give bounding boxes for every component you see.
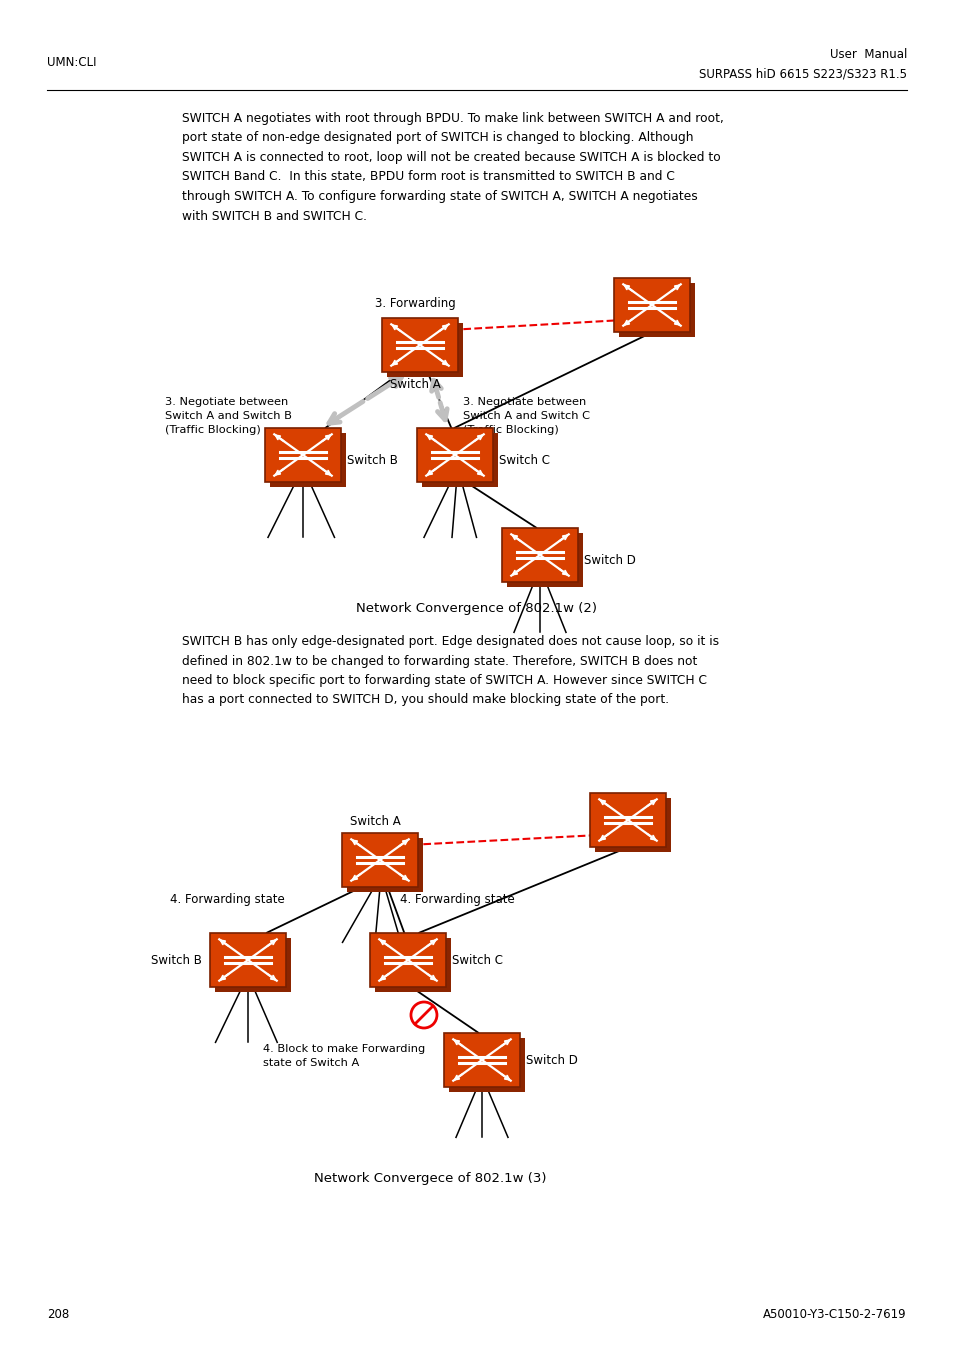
Text: Switch B: Switch B (347, 454, 397, 467)
Text: defined in 802.1w to be changed to forwarding state. Therefore, SWITCH B does no: defined in 802.1w to be changed to forwa… (182, 655, 697, 667)
Text: A50010-Y3-C150-2-7619: A50010-Y3-C150-2-7619 (762, 1308, 906, 1322)
Text: Switch C: Switch C (498, 454, 550, 467)
Text: SWITCH A negotiates with root through BPDU. To make link between SWITCH A and ro: SWITCH A negotiates with root through BP… (182, 112, 723, 126)
FancyBboxPatch shape (506, 533, 582, 587)
FancyBboxPatch shape (416, 428, 493, 482)
FancyBboxPatch shape (375, 938, 451, 992)
FancyBboxPatch shape (341, 833, 417, 887)
FancyBboxPatch shape (589, 792, 665, 848)
Text: UMN:CLI: UMN:CLI (47, 55, 96, 69)
Text: 3. Negotiate between
Switch A and Switch C
(Traffic Blocking): 3. Negotiate between Switch A and Switch… (462, 397, 589, 435)
FancyBboxPatch shape (270, 432, 346, 487)
FancyBboxPatch shape (421, 432, 497, 487)
FancyBboxPatch shape (370, 933, 446, 987)
FancyBboxPatch shape (443, 1033, 519, 1087)
FancyBboxPatch shape (381, 317, 457, 373)
Text: need to block specific port to forwarding state of SWITCH A. However since SWITC: need to block specific port to forwardin… (182, 674, 706, 687)
Text: with SWITCH B and SWITCH C.: with SWITCH B and SWITCH C. (182, 209, 367, 223)
Circle shape (411, 1002, 436, 1027)
Text: Network Convergece of 802.1w (3): Network Convergece of 802.1w (3) (314, 1172, 546, 1185)
FancyBboxPatch shape (265, 428, 340, 482)
Text: Switch A: Switch A (389, 378, 440, 392)
FancyBboxPatch shape (449, 1038, 524, 1092)
Text: SWITCH A is connected to root, loop will not be created because SWITCH A is bloc: SWITCH A is connected to root, loop will… (182, 151, 720, 163)
FancyBboxPatch shape (210, 933, 286, 987)
Text: Switch D: Switch D (583, 554, 636, 567)
Text: 4. Forwarding state: 4. Forwarding state (170, 894, 284, 906)
Text: 3. Forwarding: 3. Forwarding (375, 297, 455, 309)
Text: 4. Forwarding state: 4. Forwarding state (399, 894, 515, 906)
FancyBboxPatch shape (387, 323, 462, 378)
FancyBboxPatch shape (614, 278, 689, 332)
FancyBboxPatch shape (501, 528, 578, 582)
FancyBboxPatch shape (214, 938, 291, 992)
Text: SWITCH Band C.  In this state, BPDU form root is transmitted to SWITCH B and C: SWITCH Band C. In this state, BPDU form … (182, 170, 674, 184)
Text: 208: 208 (47, 1308, 70, 1322)
Text: has a port connected to SWITCH D, you should make blocking state of the port.: has a port connected to SWITCH D, you sh… (182, 694, 668, 706)
FancyBboxPatch shape (618, 282, 695, 338)
Text: SURPASS hiD 6615 S223/S323 R1.5: SURPASS hiD 6615 S223/S323 R1.5 (699, 68, 906, 81)
Text: User  Manual: User Manual (829, 49, 906, 62)
FancyBboxPatch shape (347, 837, 422, 892)
Text: Network Convergence of 802.1w (2): Network Convergence of 802.1w (2) (356, 602, 597, 616)
Text: 3. Negotiate between
Switch A and Switch B
(Traffic Blocking): 3. Negotiate between Switch A and Switch… (165, 397, 292, 435)
Text: Switch B: Switch B (151, 953, 202, 967)
Text: Switch C: Switch C (452, 953, 502, 967)
Text: port state of non-edge designated port of SWITCH is changed to blocking. Althoug: port state of non-edge designated port o… (182, 131, 693, 144)
Text: through SWITCH A. To configure forwarding state of SWITCH A, SWITCH A negotiates: through SWITCH A. To configure forwardin… (182, 190, 697, 202)
Text: 4. Block to make Forwarding
state of Switch A: 4. Block to make Forwarding state of Swi… (263, 1044, 425, 1068)
Text: Switch A: Switch A (349, 814, 400, 828)
Text: SWITCH B has only edge-designated port. Edge designated does not cause loop, so : SWITCH B has only edge-designated port. … (182, 634, 719, 648)
Text: Switch D: Switch D (525, 1053, 578, 1066)
FancyBboxPatch shape (595, 798, 670, 852)
